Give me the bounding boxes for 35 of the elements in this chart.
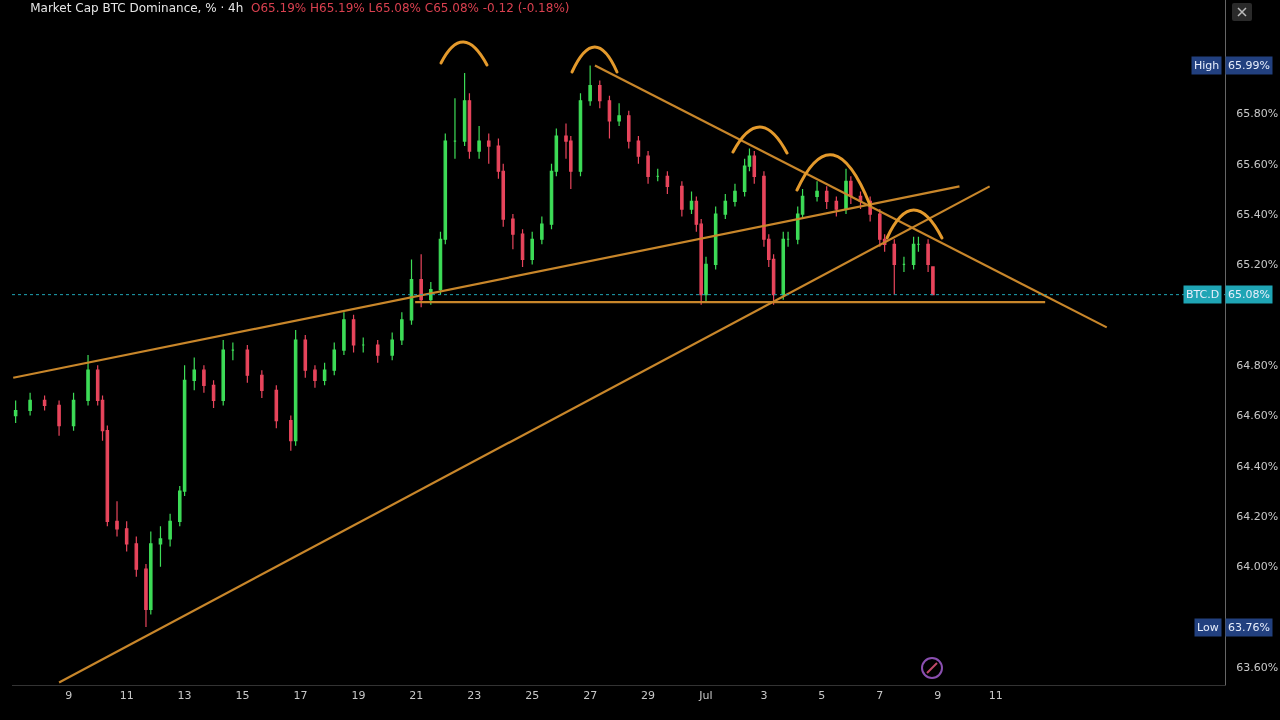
x-tick-label: 3: [760, 689, 768, 703]
x-tick-label: 13: [177, 689, 192, 703]
x-tick-label: 15: [235, 689, 250, 703]
text: 65.99%: [1228, 59, 1270, 72]
x-tick-label: 9: [934, 689, 942, 703]
text: 65.08%: [1228, 288, 1270, 301]
y-tick-label: 64.20%: [1236, 510, 1279, 524]
x-tick-label: 9: [65, 689, 73, 703]
text: 63.76%: [1228, 621, 1270, 634]
y-tick-label: 63.60%: [1236, 661, 1279, 675]
y-tick-label: 65.40%: [1236, 207, 1279, 221]
x-tick-label: 11: [988, 689, 1003, 703]
x-tick-label: 5: [818, 689, 826, 703]
x-tick-label: Jul: [698, 689, 713, 703]
x-tick-label: 7: [876, 689, 884, 703]
x-tick-label: 11: [119, 689, 134, 703]
annotation: Low: [1197, 621, 1219, 634]
annotation: High: [1194, 59, 1220, 72]
x-tick-label: 17: [293, 689, 308, 703]
y-tick-label: 64.80%: [1236, 359, 1279, 373]
y-tick-label: 64.00%: [1236, 560, 1279, 574]
y-tick-label: 64.40%: [1236, 459, 1279, 473]
x-tick-label: 21: [409, 689, 424, 703]
y-tick-label: 64.60%: [1236, 409, 1279, 423]
x-tick-label: 19: [351, 689, 366, 703]
y-tick-label: 65.80%: [1236, 107, 1279, 121]
y-tick-label: 65.60%: [1236, 157, 1279, 171]
y-tick-label: 65.20%: [1236, 258, 1279, 272]
annotation: BTC.D: [1186, 288, 1220, 301]
chart-title: Market Cap BTC Dominance, % · 4h: [30, 1, 244, 15]
x-tick-label: 23: [467, 689, 482, 703]
x-tick-label: 29: [641, 689, 656, 703]
chart-subtitle: O65.19% H65.19% L65.08% C65.08% -0.12 (-0.18%): [250, 1, 570, 15]
x-tick-label: 27: [583, 689, 598, 703]
x-tick-label: 25: [525, 689, 540, 703]
